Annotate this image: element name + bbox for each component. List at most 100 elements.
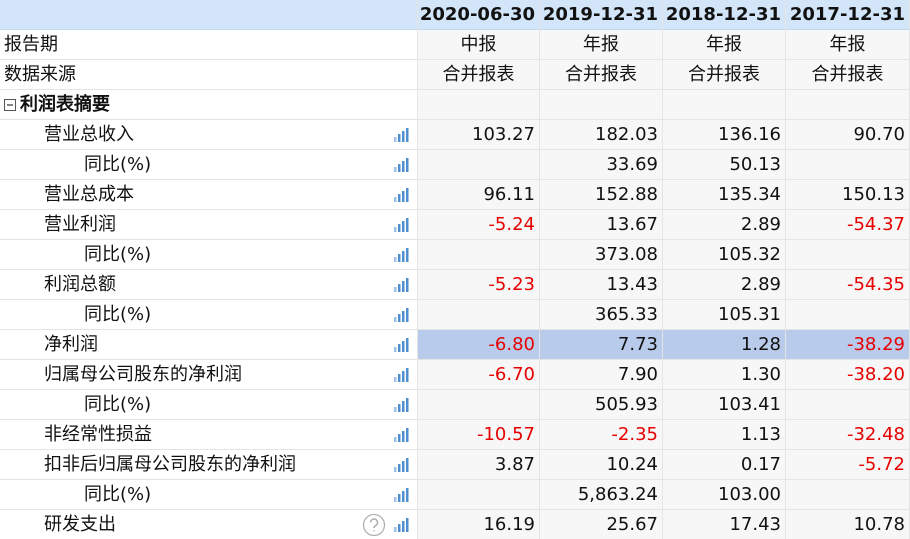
value-cell: -54.35	[786, 270, 910, 300]
chart-icon[interactable]	[393, 307, 409, 323]
empty-cell	[418, 300, 540, 330]
empty-cell	[418, 90, 540, 120]
chart-icon[interactable]	[393, 397, 409, 413]
value-cell: 152.88	[540, 180, 663, 210]
table-row: 归属母公司股东的净利润 -6.70 7.90 1.30 -38.20	[0, 360, 910, 390]
row-label-cell: 营业利润	[0, 210, 418, 240]
value-cell: 136.16	[663, 120, 786, 150]
value-cell: 90.70	[786, 120, 910, 150]
value-cell: -38.29	[786, 330, 910, 360]
value-cell: 103.41	[663, 390, 786, 420]
row-label: 同比(%)	[84, 154, 152, 175]
row-label-cell: 利润总额	[0, 270, 418, 300]
value-cell: 103.27	[418, 120, 540, 150]
row-label-cell: 净利润	[0, 330, 418, 360]
value-cell: 3.87	[418, 450, 540, 480]
value-cell: 150.13	[786, 180, 910, 210]
value-cell: 7.73	[540, 330, 663, 360]
row-label: 营业总成本	[44, 184, 134, 205]
empty-cell	[663, 90, 786, 120]
chart-icon[interactable]	[393, 127, 409, 143]
value-cell: 1.28	[663, 330, 786, 360]
header-row: 2020-06-30 2019-12-31 2018-12-31 2017-12-31	[0, 0, 910, 30]
value-cell: 96.11	[418, 180, 540, 210]
value-cell: 2.89	[663, 270, 786, 300]
table-row: 报告期 中报 年报 年报 年报	[0, 30, 910, 60]
value-cell: -54.37	[786, 210, 910, 240]
chart-icon[interactable]	[393, 247, 409, 263]
table-row: 同比(%) 5,863.24 103.00	[0, 480, 910, 510]
help-icon[interactable]	[362, 513, 386, 537]
value-cell: 1.13	[663, 420, 786, 450]
table-row: 同比(%) 505.93 103.41	[0, 390, 910, 420]
row-label: 研发支出	[44, 514, 116, 535]
column-header: 2020-06-30	[418, 0, 540, 30]
collapse-toggle[interactable]	[4, 99, 16, 111]
value-cell: 16.19	[418, 510, 540, 539]
value-cell: -6.70	[418, 360, 540, 390]
row-label-cell: 扣非后归属母公司股东的净利润	[0, 450, 418, 480]
value-cell: 17.43	[663, 510, 786, 539]
value-cell: 13.67	[540, 210, 663, 240]
value-cell: 1.30	[663, 360, 786, 390]
chart-icon[interactable]	[393, 277, 409, 293]
chart-icon[interactable]	[393, 217, 409, 233]
row-label: 同比(%)	[84, 244, 152, 265]
chart-icon[interactable]	[393, 187, 409, 203]
row-label: 归属母公司股东的净利润	[44, 364, 242, 385]
value-cell: 33.69	[540, 150, 663, 180]
chart-icon[interactable]	[393, 337, 409, 353]
empty-cell	[418, 240, 540, 270]
row-label-cell: 同比(%)	[0, 240, 418, 270]
table-row: 同比(%) 365.33 105.31	[0, 300, 910, 330]
table-row: 营业总成本 96.11 152.88 135.34 150.13	[0, 180, 910, 210]
row-label-cell: 同比(%)	[0, 390, 418, 420]
table-row: 研发支出 16.19 25.67 17.43 10.78	[0, 510, 910, 539]
row-label-cell: 利润表摘要	[0, 90, 418, 120]
empty-cell	[786, 480, 910, 510]
row-label-cell: 营业总收入	[0, 120, 418, 150]
empty-cell	[540, 90, 663, 120]
row-label: 数据来源	[4, 64, 76, 85]
value-cell: -10.57	[418, 420, 540, 450]
empty-cell	[786, 300, 910, 330]
row-label: 同比(%)	[84, 304, 152, 325]
table-row: 净利润 -6.80 7.73 1.28 -38.29	[0, 330, 910, 360]
value-cell: 50.13	[663, 150, 786, 180]
chart-icon[interactable]	[393, 367, 409, 383]
row-label: 同比(%)	[84, 484, 152, 505]
value-cell: -5.24	[418, 210, 540, 240]
table-row: 同比(%) 33.69 50.13	[0, 150, 910, 180]
chart-icon[interactable]	[393, 157, 409, 173]
table-row: 营业总收入 103.27 182.03 136.16 90.70	[0, 120, 910, 150]
chart-icon[interactable]	[393, 427, 409, 443]
value-cell: -6.80	[418, 330, 540, 360]
empty-cell	[786, 150, 910, 180]
value-cell: -5.72	[786, 450, 910, 480]
column-header: 2018-12-31	[663, 0, 786, 30]
row-label-cell: 同比(%)	[0, 480, 418, 510]
value-cell: 5,863.24	[540, 480, 663, 510]
table-row: 数据来源 合并报表 合并报表 合并报表 合并报表	[0, 60, 910, 90]
chart-icon[interactable]	[393, 517, 409, 533]
row-label: 营业利润	[44, 214, 116, 235]
value-cell: 105.32	[663, 240, 786, 270]
chart-icon[interactable]	[393, 457, 409, 473]
value-cell: 25.67	[540, 510, 663, 539]
row-label-cell: 营业总成本	[0, 180, 418, 210]
value-cell: 10.24	[540, 450, 663, 480]
chart-icon[interactable]	[393, 487, 409, 503]
row-label-cell: 同比(%)	[0, 150, 418, 180]
row-label-cell: 研发支出	[0, 510, 418, 539]
empty-cell	[418, 480, 540, 510]
value-cell: 103.00	[663, 480, 786, 510]
table-row: 利润总额 -5.23 13.43 2.89 -54.35	[0, 270, 910, 300]
value-cell: 365.33	[540, 300, 663, 330]
value-cell: 年报	[540, 30, 663, 60]
empty-cell	[786, 240, 910, 270]
row-label-cell: 同比(%)	[0, 300, 418, 330]
row-label-cell: 非经常性损益	[0, 420, 418, 450]
value-cell: 10.78	[786, 510, 910, 539]
row-label: 营业总收入	[44, 124, 134, 145]
